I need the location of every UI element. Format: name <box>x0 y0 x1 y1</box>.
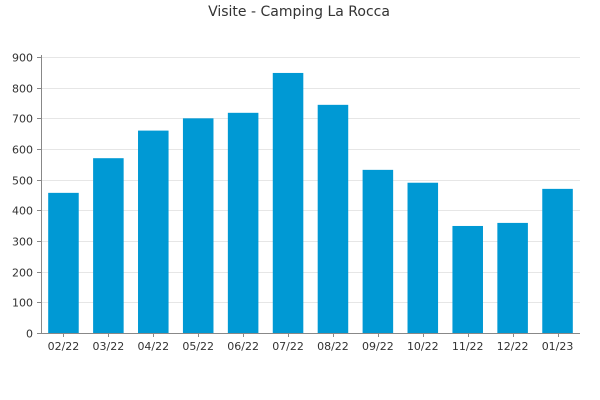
x-tick-label: 03/22 <box>93 340 125 353</box>
chart-title: Visite - Camping La Rocca <box>208 4 390 20</box>
y-tick-label: 200 <box>12 267 33 280</box>
x-tick-label: 01/23 <box>542 340 574 353</box>
x-tick-label: 08/22 <box>317 340 349 353</box>
x-tick-label: 04/22 <box>137 340 169 353</box>
bar <box>452 225 483 333</box>
x-tick-label: 09/22 <box>362 340 394 353</box>
y-tick-label: 400 <box>12 205 33 218</box>
gridlines <box>41 57 580 303</box>
x-axis-ticks: 02/22 03/22 04/22 05/22 06/22 07/22 08/22 09/22… <box>48 333 574 353</box>
bar <box>48 192 79 333</box>
y-tick-label: 100 <box>12 297 33 310</box>
y-axis-ticks: 0 100 200 300 400 500 600 700 800 900 <box>12 52 41 341</box>
y-tick-label: 900 <box>12 52 33 65</box>
bar <box>542 188 573 333</box>
x-tick-label: 02/22 <box>48 340 80 353</box>
y-tick-label: 700 <box>12 113 33 126</box>
y-tick-label: 500 <box>12 175 33 188</box>
bar <box>138 130 169 333</box>
bar <box>182 118 214 333</box>
bar <box>317 104 349 333</box>
y-tick-label: 600 <box>12 144 33 157</box>
x-tick-label: 11/22 <box>452 340 484 353</box>
x-tick-label: 07/22 <box>272 340 304 353</box>
bar <box>227 112 259 334</box>
bar <box>407 182 439 333</box>
x-tick-label: 06/22 <box>227 340 259 353</box>
y-tick-label: 800 <box>12 83 33 96</box>
y-tick-label: 300 <box>12 236 33 249</box>
bars <box>48 72 573 334</box>
bar <box>272 72 304 334</box>
x-tick-label: 05/22 <box>182 340 214 353</box>
bar <box>93 158 124 333</box>
x-tick-label: 10/22 <box>407 340 439 353</box>
bar <box>497 222 528 333</box>
x-tick-label: 12/22 <box>497 340 529 353</box>
bar <box>362 169 394 333</box>
y-tick-label: 0 <box>26 328 33 341</box>
axes <box>41 55 580 334</box>
